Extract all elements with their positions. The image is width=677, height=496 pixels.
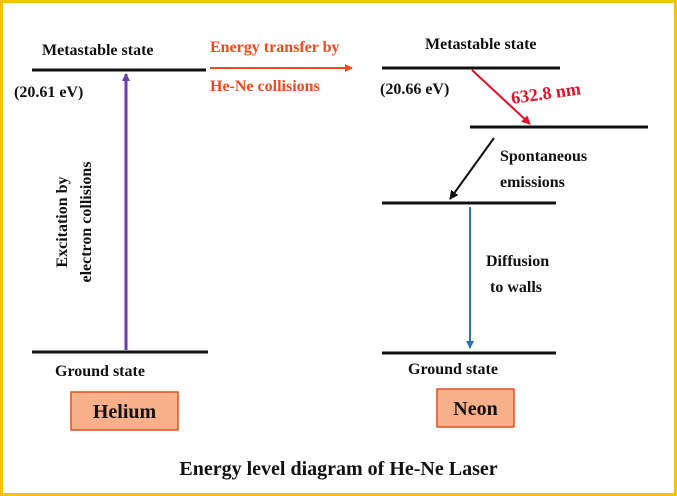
helium-ground-label: Ground state — [55, 363, 145, 380]
helium-excitation-line2: electron collisions — [78, 161, 95, 282]
transfer-label-line2: He-Ne collisions — [210, 78, 320, 95]
neon-metastable-label: Metastable state — [425, 36, 537, 53]
neon-label-box — [436, 388, 515, 428]
helium-excitation-label: Excitation by electron collisions — [54, 161, 95, 282]
helium-excitation-line1: Excitation by — [54, 176, 71, 267]
neon-laser-arrow — [471, 69, 531, 125]
helium-metastable-label: Metastable state — [42, 42, 154, 59]
neon-spontaneous-line2: emissions — [500, 174, 565, 191]
neon-atom-label: Neon — [453, 398, 497, 420]
helium-label-box — [70, 391, 179, 431]
helium-metastable-energy: (20.61 eV) — [14, 84, 83, 101]
neon-diffusion-line1: Diffusion — [486, 253, 549, 270]
neon-metastable-energy: (20.66 eV) — [380, 81, 449, 98]
neon-diffusion-line2: to walls — [490, 279, 542, 296]
transfer-label-line1: Energy transfer by — [210, 39, 339, 56]
neon-ground-label: Ground state — [408, 361, 498, 378]
neon-spontaneous-arrow — [449, 137, 495, 200]
helium-atom-label: Helium — [93, 401, 157, 423]
neon-laser-wavelength: 632.8 nm — [510, 78, 582, 108]
diagram-caption: Energy level diagram of He-Ne Laser — [179, 458, 497, 480]
neon-spontaneous-line1: Spontaneous — [500, 148, 587, 165]
